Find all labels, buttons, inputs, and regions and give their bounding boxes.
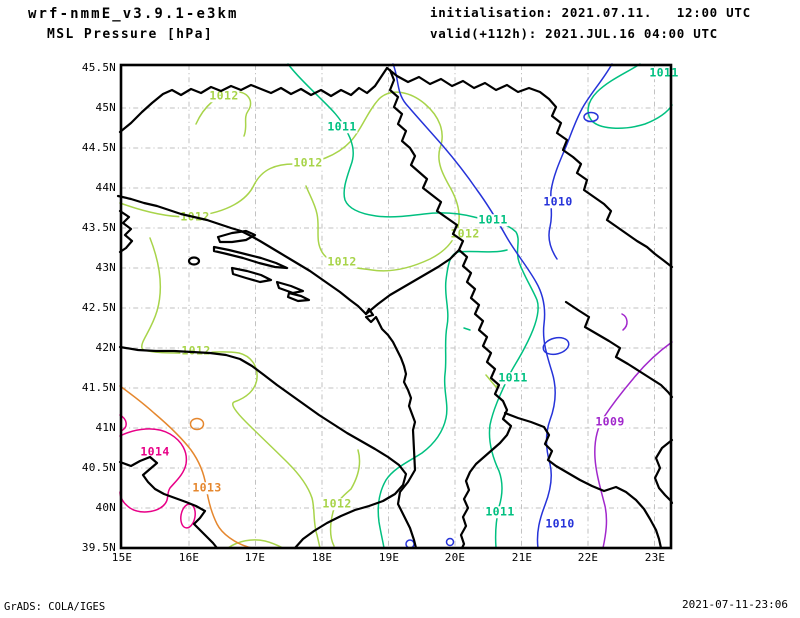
border-danube-line (385, 66, 674, 269)
contour-value-label: 1011 (477, 212, 509, 227)
isobar-1013-lines (119, 385, 253, 549)
island-dalmatia-4 (230, 266, 273, 284)
coast-italy-tyrrhenian (118, 455, 219, 550)
lon-tick-label: 15E (111, 551, 133, 564)
lat-tick-label: 45N (95, 101, 116, 114)
contour-value-label: 1011 (326, 119, 358, 134)
contour-value-label: 1012 (449, 226, 481, 241)
lon-tick-label: 17E (244, 551, 266, 564)
lat-tick-label: 39.5N (81, 541, 116, 554)
lat-tick-label: 43.5N (81, 221, 116, 234)
isobar-1009-lines (594, 313, 673, 549)
contour-value-label: 1012 (321, 496, 353, 511)
lat-tick-label: 45.5N (81, 61, 116, 74)
lat-tick-label: 44N (95, 181, 116, 194)
island-dalmatia-5 (275, 280, 305, 295)
lon-tick-label: 23E (644, 551, 666, 564)
grads-credit: GrADS: COLA/IGES (4, 601, 106, 613)
lon-tick-label: 20E (444, 551, 466, 564)
contour-value-label: 1010 (542, 194, 574, 209)
border-slovenia-croatia (118, 66, 389, 134)
lon-tick-label: 21E (511, 551, 533, 564)
init-time-label: initialisation: 2021.07.11. 12:00 UTC (430, 5, 751, 20)
contour-value-label: 1011 (497, 370, 529, 385)
map-frame (119, 63, 673, 550)
lon-tick-label: 18E (311, 551, 333, 564)
lon-tick-label: 19E (378, 551, 400, 564)
lon-tick-label: 16E (178, 551, 200, 564)
coastlines-borders (116, 66, 674, 550)
border-right-edge (653, 438, 674, 505)
lat-tick-label: 40.5N (81, 461, 116, 474)
border-macedonia (503, 411, 663, 550)
lat-tick-label: 40N (95, 501, 116, 514)
contour-value-label: 1011 (484, 504, 516, 519)
coast-italy-adriatic (118, 345, 408, 550)
island-dalmatia-2 (212, 245, 289, 270)
lat-tick-label: 41.5N (81, 381, 116, 394)
model-title: wrf-nmmE_v3.9.1-e3km (28, 6, 239, 22)
island-dalmatia-3 (187, 256, 201, 266)
lat-tick-label: 42.5N (81, 301, 116, 314)
field-title: MSL Pressure [hPa] (47, 27, 214, 42)
island-dalmatia-1 (216, 229, 257, 244)
contour-value-label: 1013 (191, 480, 223, 495)
border-montenegro (364, 248, 461, 316)
lat-tick-label: 44.5N (81, 141, 116, 154)
valid-time-label: valid(+112h): 2021.JUL.16 04:00 UTC (430, 26, 718, 41)
contour-value-label: 1012 (180, 343, 212, 358)
contour-value-label: 1012 (326, 254, 358, 269)
creation-timestamp: 2021-07-11-23:06 (682, 598, 788, 611)
contour-value-label: 1009 (594, 414, 626, 429)
border-inner-drina (388, 68, 513, 550)
coast-adriatic-east (116, 194, 418, 550)
contour-value-label: 1011 (648, 65, 680, 80)
border-serbia-bulgaria (564, 300, 674, 399)
lat-tick-label: 42N (95, 341, 116, 354)
isobar-1010-lines (392, 63, 613, 549)
contour-value-label: 1010 (544, 516, 576, 531)
contour-value-label: 1014 (139, 444, 171, 459)
contour-value-label: 1012 (292, 155, 324, 170)
contour-value-label: 1012 (208, 88, 240, 103)
island-dalmatia-6 (286, 291, 311, 303)
coast-zadar-inlets (118, 209, 134, 254)
lat-tick-label: 41N (95, 421, 116, 434)
lat-tick-label: 43N (95, 261, 116, 274)
lon-tick-label: 22E (577, 551, 599, 564)
